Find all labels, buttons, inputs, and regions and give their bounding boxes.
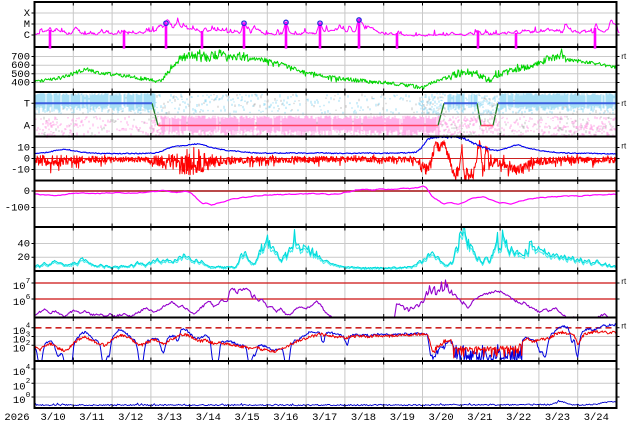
svg-text:T: T	[24, 98, 30, 110]
svg-text:M: M	[24, 19, 30, 31]
svg-text:4: 4	[26, 364, 31, 372]
svg-text:rt: rt	[621, 277, 627, 286]
svg-text:0: 0	[26, 392, 31, 400]
svg-text:7: 7	[26, 278, 31, 286]
svg-text:10: 10	[13, 381, 26, 393]
svg-text:0: 0	[24, 154, 30, 166]
svg-text:3: 3	[26, 331, 31, 339]
svg-text:10: 10	[13, 281, 26, 293]
svg-text:3/24: 3/24	[584, 412, 609, 424]
svg-text:3/10: 3/10	[40, 412, 65, 424]
svg-text:10: 10	[13, 344, 26, 356]
svg-text:10: 10	[13, 326, 26, 338]
svg-text:rt: rt	[621, 52, 627, 61]
svg-text:10: 10	[13, 297, 26, 309]
svg-text:700: 700	[11, 52, 30, 64]
svg-text:3/23: 3/23	[545, 412, 570, 424]
svg-text:10: 10	[13, 395, 26, 407]
svg-text:400: 400	[11, 78, 30, 90]
svg-text:3/20: 3/20	[428, 412, 453, 424]
svg-text:10: 10	[13, 335, 26, 347]
svg-text:4: 4	[26, 323, 31, 331]
svg-text:2026: 2026	[4, 412, 29, 424]
svg-text:3/19: 3/19	[390, 412, 415, 424]
svg-text:2: 2	[26, 378, 31, 386]
svg-text:2: 2	[26, 340, 31, 348]
svg-text:0: 0	[24, 186, 30, 198]
svg-text:rt: rt	[621, 321, 627, 330]
svg-text:3/18: 3/18	[351, 412, 376, 424]
svg-text:3/12: 3/12	[118, 412, 143, 424]
svg-text:600: 600	[11, 60, 30, 72]
svg-text:C: C	[24, 30, 30, 42]
svg-text:3/17: 3/17	[312, 412, 337, 424]
svg-text:A: A	[24, 121, 31, 133]
svg-text:3/13: 3/13	[157, 412, 182, 424]
svg-text:3/22: 3/22	[506, 412, 531, 424]
svg-text:rt: rt	[621, 99, 627, 108]
svg-text:40: 40	[17, 239, 30, 251]
svg-text:X: X	[24, 8, 31, 20]
svg-text:3/21: 3/21	[467, 412, 492, 424]
svg-text:3/16: 3/16	[273, 412, 298, 424]
svg-text:rt: rt	[621, 141, 627, 150]
svg-text:20: 20	[17, 252, 30, 264]
svg-text:-10: -10	[11, 165, 30, 177]
svg-text:500: 500	[11, 69, 30, 81]
svg-text:10: 10	[13, 367, 26, 379]
svg-text:3/14: 3/14	[196, 412, 221, 424]
svg-text:3/11: 3/11	[79, 412, 104, 424]
svg-text:10: 10	[17, 143, 30, 155]
svg-text:6: 6	[26, 294, 31, 302]
svg-text:3/15: 3/15	[234, 412, 259, 424]
svg-text:-100: -100	[5, 203, 30, 215]
